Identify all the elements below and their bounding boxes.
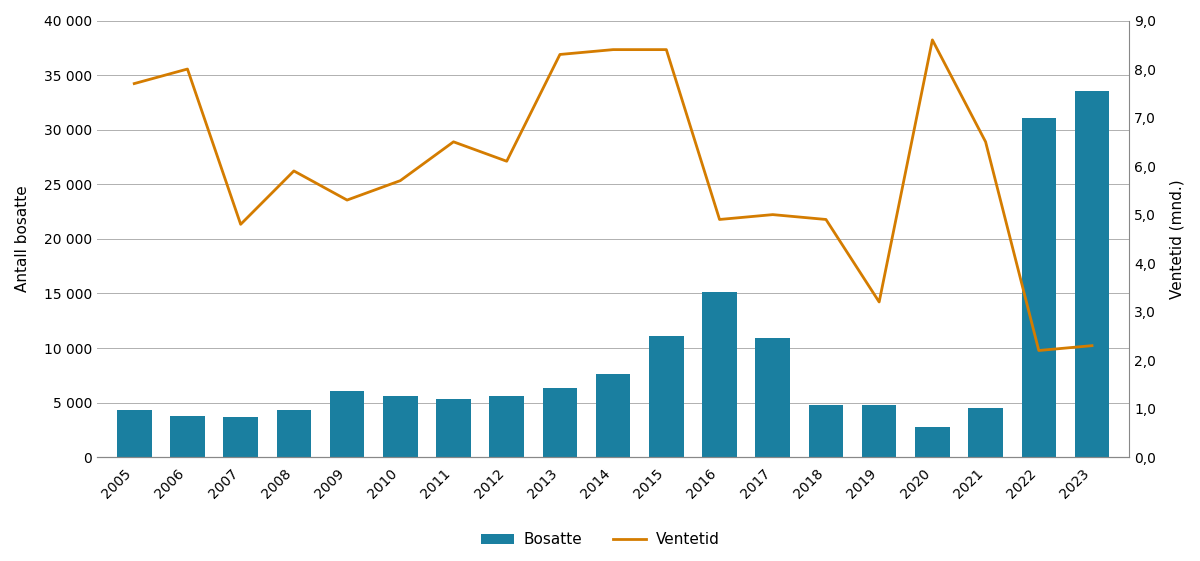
- Bar: [223, 417, 258, 457]
- Bar: [916, 427, 949, 457]
- Bar: [1075, 91, 1109, 457]
- Legend: Bosatte, Ventetid: Bosatte, Ventetid: [474, 526, 726, 553]
- Bar: [276, 410, 311, 457]
- Bar: [649, 336, 684, 457]
- Bar: [437, 399, 470, 457]
- Bar: [862, 405, 896, 457]
- Bar: [330, 390, 365, 457]
- Bar: [1021, 118, 1056, 457]
- Bar: [542, 388, 577, 457]
- Bar: [702, 292, 737, 457]
- Bar: [170, 416, 205, 457]
- Y-axis label: Ventetid (mnd.): Ventetid (mnd.): [1170, 179, 1186, 298]
- Bar: [116, 410, 151, 457]
- Bar: [756, 338, 790, 457]
- Bar: [596, 374, 630, 457]
- Bar: [809, 405, 844, 457]
- Y-axis label: Antall bosatte: Antall bosatte: [14, 186, 30, 292]
- Bar: [968, 408, 1003, 457]
- Bar: [490, 396, 524, 457]
- Bar: [383, 396, 418, 457]
